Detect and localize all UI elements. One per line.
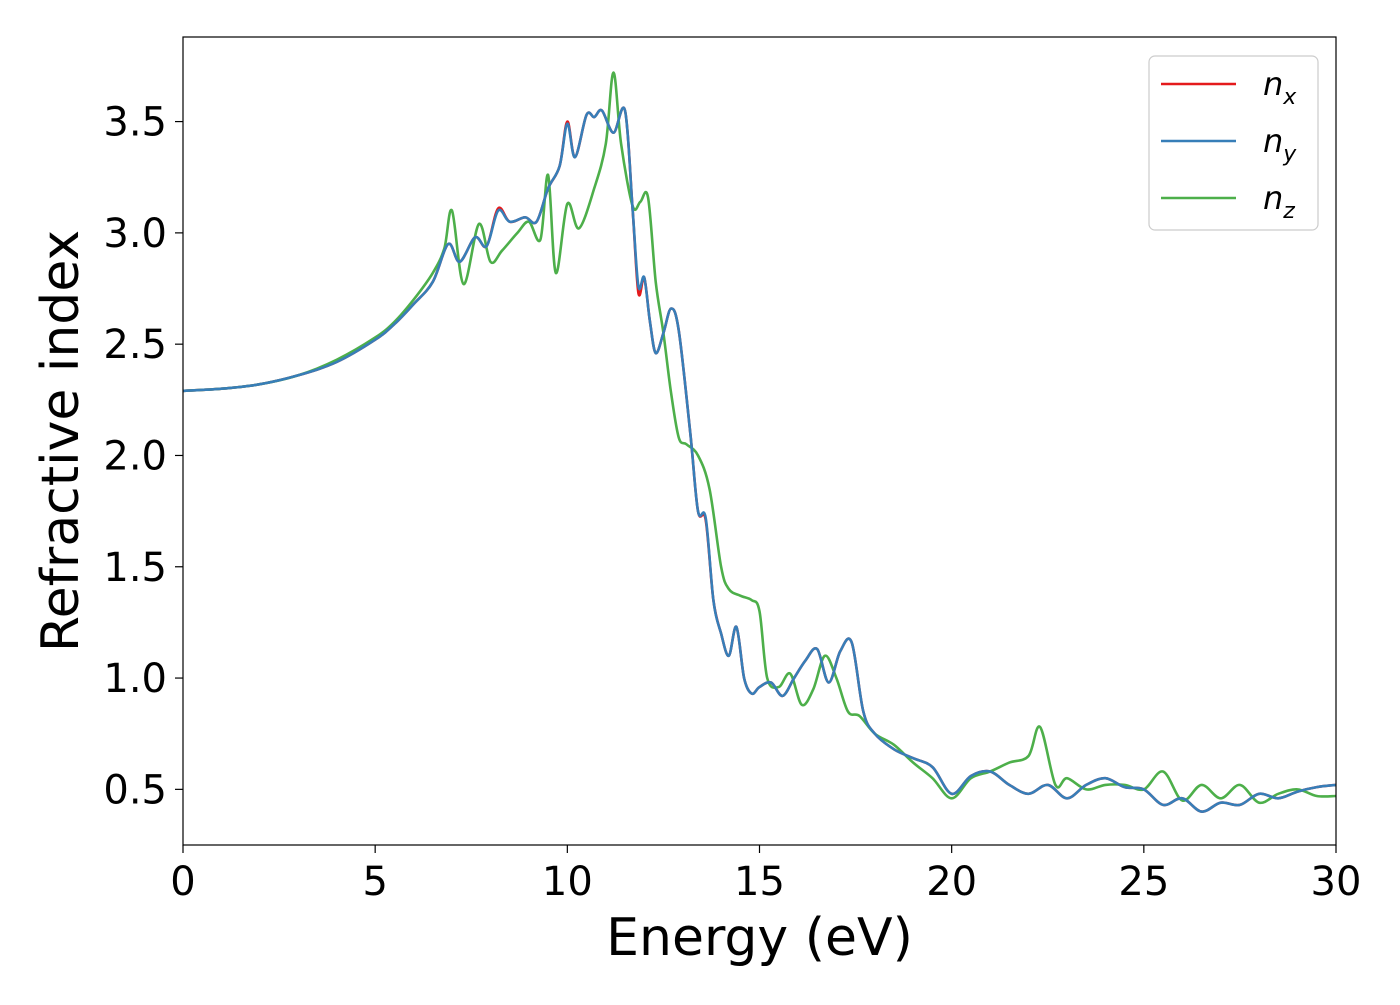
y-axis: 0.5 1.0 1.5 2.0 2.5 3.0 3.5 [103,100,183,813]
y-axis-title: Refractive index [31,230,91,652]
x-tick-label: 0 [170,859,195,905]
y-tick-label: 3.0 [103,211,167,257]
x-tick-label: 10 [542,859,593,905]
y-tick-label: 2.0 [103,433,167,479]
x-axis: 0 5 10 15 20 25 30 [170,845,1361,905]
x-tick-label: 15 [734,859,785,905]
x-tick-label: 5 [362,859,387,905]
legend-label-subscript: x [1282,85,1297,110]
series-line-ny [183,106,1336,813]
y-tick-label: 1.5 [103,545,167,591]
legend-label-ny: ny [1263,122,1297,167]
legend-label-main: n [1263,65,1283,103]
y-tick-label: 1.0 [103,656,167,702]
x-axis-title: Energy (eV) [606,908,913,968]
series-layer [183,71,1336,813]
legend-label-nx: nx [1263,65,1297,110]
y-tick-label: 2.5 [103,322,167,368]
legend-box [1148,55,1319,231]
legend-label-nz: nz [1263,179,1295,224]
legend-label-main: n [1263,122,1283,160]
legend-label-subscript: z [1282,199,1295,224]
x-tick-label: 20 [926,859,977,905]
legend-label-main: n [1263,179,1283,217]
series-line-nz [183,71,1336,805]
x-tick-label: 25 [1118,859,1169,905]
legend-label-subscript: y [1282,142,1297,167]
y-tick-label: 0.5 [103,767,167,813]
x-tick-label: 30 [1311,859,1362,905]
y-tick-label: 3.5 [103,100,167,146]
